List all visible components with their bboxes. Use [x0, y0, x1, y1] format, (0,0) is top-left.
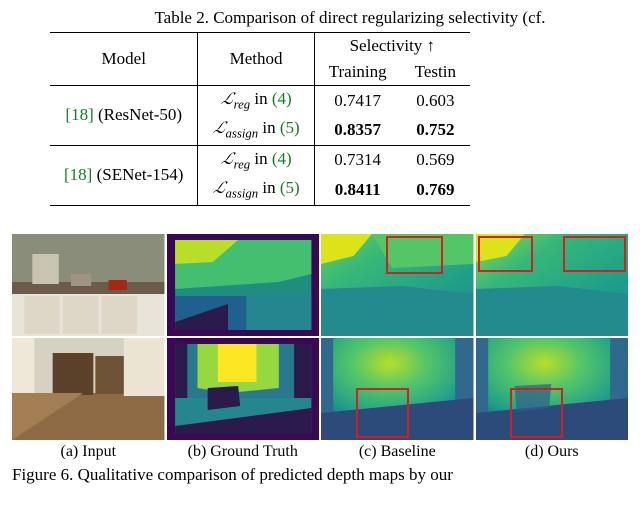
model-cell-1: [18] (ResNet-50): [50, 86, 198, 146]
eq-link: (5): [280, 118, 300, 137]
col-testing: Testin: [401, 59, 470, 86]
input-r2: [12, 338, 165, 440]
ours-r1: [476, 234, 629, 336]
loss-sym: ℒ: [220, 91, 233, 108]
eq-link: (4): [272, 89, 292, 108]
highlight-box: [510, 388, 563, 438]
comparison-table: Model Method Selectivity ↑ Training Test…: [50, 32, 470, 206]
eq-link: (5): [280, 178, 300, 197]
training-val: 0.7314: [314, 145, 400, 175]
loss-sub: assign: [226, 127, 259, 141]
testing-val: 0.752: [401, 115, 470, 145]
highlight-box: [478, 236, 533, 272]
testing-val: 0.569: [401, 145, 470, 175]
input-r1: [12, 234, 165, 336]
method-cell: ℒreg in (4): [198, 86, 314, 116]
highlight-box: [356, 388, 409, 438]
highlight-box: [563, 236, 626, 272]
testing-val: 0.603: [401, 86, 470, 116]
in-text: in: [258, 118, 280, 137]
in-text: in: [250, 89, 272, 108]
loss-sym: ℒ: [212, 120, 225, 137]
model-cell-2: [18] (SENet-154): [50, 145, 198, 205]
method-cell: ℒreg in (4): [198, 145, 314, 175]
sublabel-c: (c) Baseline: [321, 443, 474, 461]
col-method: Method: [198, 33, 314, 86]
cite-link: [18]: [64, 165, 92, 184]
ours-r2: [476, 338, 629, 440]
in-text: in: [258, 178, 280, 197]
loss-sub: reg: [234, 97, 251, 111]
cite-link: [18]: [65, 105, 93, 124]
training-val: 0.7417: [314, 86, 400, 116]
sublabel-row: (a) Input (b) Ground Truth (c) Baseline …: [12, 443, 628, 461]
gt-r1: [167, 234, 320, 336]
col-model: Model: [50, 33, 198, 86]
training-val: 0.8357: [314, 115, 400, 145]
in-text: in: [250, 149, 272, 168]
method-cell: ℒassign in (5): [198, 115, 314, 145]
loss-sym: ℒ: [220, 151, 233, 168]
col-training: Training: [314, 59, 400, 86]
figure-6: (a) Input (b) Ground Truth (c) Baseline …: [12, 234, 628, 485]
loss-sub: assign: [226, 187, 259, 201]
loss-sub: reg: [234, 157, 251, 171]
col-selectivity: Selectivity ↑: [314, 33, 470, 60]
sublabel-d: (d) Ours: [476, 443, 629, 461]
gt-r2: [167, 338, 320, 440]
net-name: (ResNet-50): [94, 105, 182, 124]
table-caption: Table 2. Comparison of direct regularizi…: [60, 0, 640, 32]
testing-val: 0.769: [401, 175, 470, 205]
sublabel-b: (b) Ground Truth: [167, 443, 320, 461]
figure-row-1: [12, 234, 628, 336]
net-name: (SENet-154): [92, 165, 183, 184]
method-cell: ℒassign in (5): [198, 175, 314, 205]
figure-grid: [12, 234, 628, 440]
sublabel-a: (a) Input: [12, 443, 165, 461]
figure-row-2: [12, 338, 628, 440]
training-val: 0.8411: [314, 175, 400, 205]
loss-sym: ℒ: [212, 180, 225, 197]
highlight-box: [386, 236, 443, 274]
figure-caption: Figure 6. Qualitative comparison of pred…: [12, 465, 628, 485]
eq-link: (4): [272, 149, 292, 168]
baseline-r2: [321, 338, 474, 440]
baseline-r1: [321, 234, 474, 336]
